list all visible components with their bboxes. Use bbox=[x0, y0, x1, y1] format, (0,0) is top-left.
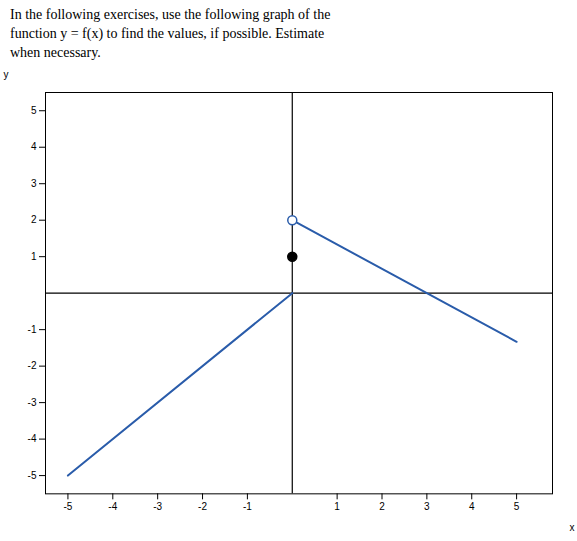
svg-text:3: 3 bbox=[31, 178, 37, 189]
svg-text:-4: -4 bbox=[28, 433, 37, 444]
svg-text:-3: -3 bbox=[28, 396, 37, 407]
html-text:when necessary.: when necessary. bbox=[10, 44, 101, 60]
svg-text:y: y bbox=[4, 68, 9, 79]
svg-text:5: 5 bbox=[514, 501, 520, 512]
svg-text:-2: -2 bbox=[28, 360, 37, 371]
svg-text:-2: -2 bbox=[198, 501, 207, 512]
svg-text:-3: -3 bbox=[153, 501, 162, 512]
svg-text:2: 2 bbox=[31, 214, 37, 225]
svg-text:4: 4 bbox=[31, 141, 37, 152]
svg-text:-5: -5 bbox=[63, 501, 72, 512]
svg-text:1: 1 bbox=[31, 251, 37, 262]
svg-text:x: x bbox=[570, 522, 575, 533]
svg-text:-1: -1 bbox=[28, 324, 37, 335]
svg-text:2: 2 bbox=[379, 501, 385, 512]
svg-text:4: 4 bbox=[469, 501, 475, 512]
svg-text:1: 1 bbox=[334, 501, 340, 512]
svg-text:-5: -5 bbox=[28, 469, 37, 480]
svg-text:3: 3 bbox=[424, 501, 430, 512]
svg-text:-1: -1 bbox=[243, 501, 252, 512]
svg-text:-4: -4 bbox=[108, 501, 117, 512]
svg-text:5: 5 bbox=[31, 105, 37, 116]
html-text:function y = f(x) to find the: function y = f(x) to find the values, if… bbox=[10, 25, 325, 41]
html-text:In the following exercises, us: In the following exercises, use the foll… bbox=[10, 7, 331, 22]
